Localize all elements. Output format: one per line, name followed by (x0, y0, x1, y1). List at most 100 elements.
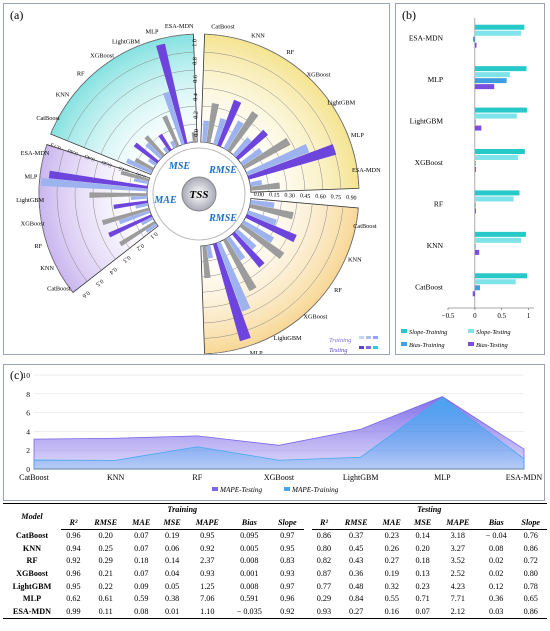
testing-value: 0.02 (489, 556, 504, 566)
bar-bias-training (474, 243, 476, 249)
testing-value: 0.80 (316, 543, 332, 553)
testing-value: 0.23 (384, 531, 399, 541)
tick-label: 0.8 (193, 57, 199, 65)
testing-value: 2.52 (450, 568, 465, 578)
legend-label: Slope-Testing (476, 329, 511, 336)
legend-swatch (212, 487, 218, 491)
legend-swatch-training (359, 336, 364, 339)
horizontal-bar-chart: ESA-MDN MLP LightGBM XGBoost RF KNN CatBoost −0… (401, 18, 534, 349)
testing-value: 3.52 (450, 556, 465, 566)
category-label: CatBoost (415, 282, 444, 291)
training-value: 0.008 (240, 581, 259, 591)
model-label: ESA-MDN (352, 167, 381, 174)
bar-rmse-training (206, 244, 214, 259)
tick-label: 0.75 (50, 141, 62, 150)
testing-value: 0.36 (489, 594, 504, 604)
training-value: 0.21 (98, 568, 113, 578)
training-value: 0.20 (98, 531, 113, 541)
testing-value: 0.93 (311, 605, 337, 620)
column-header: Bias (477, 516, 515, 531)
training-value: 0.97 (280, 531, 295, 541)
panel-b-label: (b) (402, 8, 416, 22)
training-value: 0.29 (98, 556, 113, 566)
legend-label: Bias-Testing (476, 342, 509, 349)
bar-mae-training (118, 210, 151, 225)
model-label: MLP (351, 132, 364, 139)
training-value: 0.96 (66, 531, 81, 541)
column-header: RMSE (336, 516, 376, 531)
tick-label: 0.1 (149, 230, 159, 239)
column-header: R² (311, 516, 337, 531)
testing-value: 0.86 (514, 605, 547, 620)
training-value: 0.07 (134, 543, 149, 553)
x-tick-label: −0.5 (442, 312, 455, 320)
legend-training: Training (329, 337, 352, 344)
spacer (304, 530, 312, 543)
model-label: LightGBM (274, 335, 302, 342)
bar-bias-testing (472, 291, 475, 297)
bar-rmse-training (247, 210, 277, 226)
testing-value: 0.02 (489, 568, 504, 578)
bar-bias-training (474, 202, 476, 208)
model-label: ESA-MDN (21, 150, 50, 157)
bar-bias-testing (474, 84, 495, 90)
center-circle (181, 176, 217, 212)
training-value: 0.05 (164, 581, 180, 591)
column-header (304, 517, 312, 530)
category-label: MLP (428, 75, 443, 84)
model-label: XGBoost (303, 314, 327, 321)
training-value: 7.06 (200, 594, 215, 604)
bar-mae-training (135, 203, 149, 209)
table-row: RF 0.92 0.29 0.18 0.14 2.37 0.008 0.83 0.82 0.43 0… (3, 555, 547, 568)
panel-a-label: (a) (10, 8, 24, 22)
testing-value: 0.84 (349, 594, 364, 604)
tick-label: 0.0 (194, 129, 200, 137)
x-tick-label: LightGBM (343, 473, 379, 482)
training-value: 0.18 (134, 556, 149, 566)
model-label: ESA-MDN (165, 23, 194, 30)
bar-rmse-testing (231, 231, 265, 268)
column-header: MSE (157, 516, 188, 531)
column-header: Slope (271, 516, 304, 531)
model-label: RF (334, 287, 342, 294)
training-value: 0.005 (240, 543, 259, 553)
legend-swatch (284, 487, 290, 491)
bar-rmse-testing (227, 111, 259, 153)
bar-slope-training (474, 107, 528, 113)
grid-ring (83, 69, 195, 148)
bar-rmse-training (232, 137, 252, 158)
bar-slope-testing (474, 30, 522, 36)
testing-header: Testing (311, 502, 547, 517)
metrics-table: Model Training Testing R² RMSE MAE MSE MAPE B… (3, 502, 547, 620)
training-value: 0.08 (125, 605, 158, 620)
training-value: 0.06 (164, 543, 180, 553)
model-label: MLP (24, 173, 37, 180)
bar-bias-training (474, 78, 507, 84)
bar-rmse-testing (249, 203, 294, 220)
training-value: 0.61 (98, 594, 113, 604)
bar-rmse-testing (247, 144, 337, 180)
bar-mse-training (126, 158, 153, 174)
legend-swatch-testing (359, 346, 364, 349)
tick-label: 0.00 (253, 192, 264, 199)
x-tick-label: 1 (527, 312, 531, 320)
testing-value: 0.82 (316, 556, 332, 566)
bar-bias-training (474, 285, 480, 291)
y-tick-label: 0 (26, 465, 30, 474)
bar-mse-training (162, 91, 185, 146)
column-header: MAE (125, 516, 158, 531)
tick-label: 0.60 (67, 147, 79, 156)
testing-value: 0.86 (523, 543, 538, 553)
tick-label: 0.2 (135, 242, 145, 251)
training-value: 0.07 (134, 568, 149, 578)
grid-ring (117, 105, 196, 162)
column-header: MAE (375, 516, 408, 531)
column-header: R² (61, 516, 86, 531)
bar-rmse-testing (242, 137, 291, 170)
row-model-name: XGBoost (16, 568, 48, 578)
testing-value: 0.55 (384, 594, 399, 604)
training-value: 0.22 (98, 581, 113, 591)
testing-value: 0.76 (523, 531, 538, 541)
bar-slope-training (474, 66, 527, 72)
bar-bias-testing (474, 42, 477, 48)
